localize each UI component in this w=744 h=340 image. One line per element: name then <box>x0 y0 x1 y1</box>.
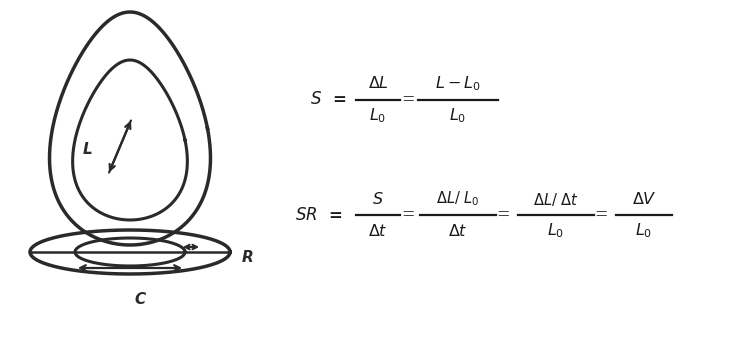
Text: =: = <box>401 91 414 108</box>
Text: $L_0$: $L_0$ <box>635 222 652 240</box>
Text: =: = <box>594 206 608 223</box>
Text: $S$: $S$ <box>372 190 384 207</box>
Text: $\Delta V$: $\Delta V$ <box>632 190 656 207</box>
Text: $L - L_0$: $L - L_0$ <box>435 75 481 94</box>
Text: $S$  =: $S$ = <box>310 91 346 108</box>
Text: $\Delta t$: $\Delta t$ <box>448 222 468 239</box>
Text: L: L <box>83 142 93 157</box>
Text: $\Delta t$: $\Delta t$ <box>368 222 388 239</box>
Text: =: = <box>401 206 414 223</box>
Text: $L_0$: $L_0$ <box>369 107 387 125</box>
Text: R: R <box>242 250 254 265</box>
Text: =: = <box>496 206 510 223</box>
Text: $\Delta L$: $\Delta L$ <box>368 75 388 92</box>
Text: $SR$  =: $SR$ = <box>295 206 343 223</box>
Text: $\Delta L/\ L_0$: $\Delta L/\ L_0$ <box>436 190 480 208</box>
Text: $L_0$: $L_0$ <box>548 222 565 240</box>
Text: $L_0$: $L_0$ <box>449 107 466 125</box>
Text: $\Delta L/\ \Delta t$: $\Delta L/\ \Delta t$ <box>533 190 579 207</box>
Text: C: C <box>135 292 146 307</box>
